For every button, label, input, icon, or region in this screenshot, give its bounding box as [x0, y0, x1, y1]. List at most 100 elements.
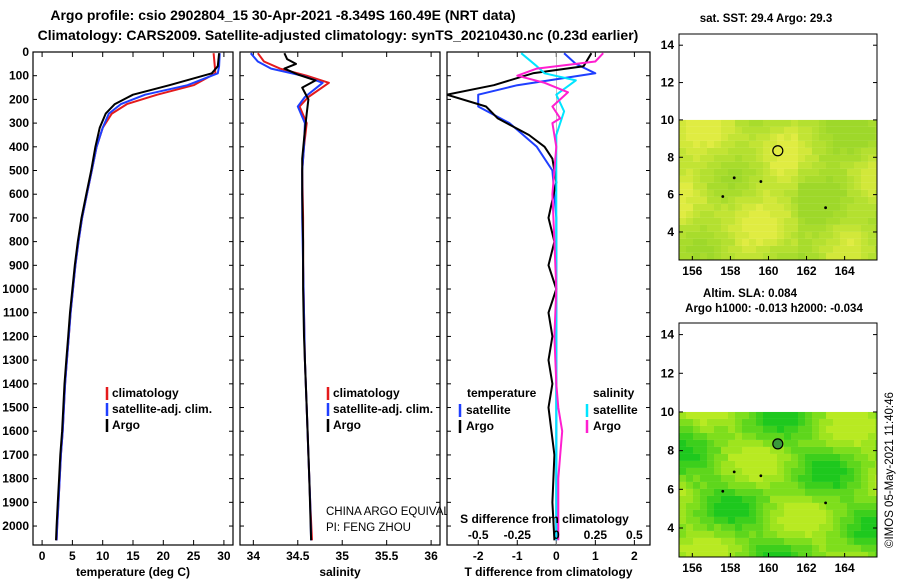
- field-cell: [721, 133, 728, 141]
- field-cell: [784, 530, 791, 538]
- field-cell: [714, 140, 721, 148]
- field-cell: [742, 537, 749, 545]
- field-cell: [707, 168, 714, 176]
- field-cell: [693, 551, 700, 557]
- x-tick-label: 34: [247, 549, 261, 563]
- field-cell: [714, 189, 721, 197]
- field-cell: [854, 182, 861, 190]
- field-cell: [791, 530, 798, 538]
- field-cell: [833, 147, 840, 155]
- field-cell: [735, 411, 742, 419]
- field-cell: [819, 418, 826, 426]
- island-marker: [824, 501, 827, 505]
- field-cell: [700, 474, 707, 482]
- field-cell: [770, 488, 777, 496]
- field-cell: [679, 467, 686, 475]
- field-cell: [721, 147, 728, 155]
- field-cell: [861, 217, 868, 225]
- field-cell: [861, 119, 868, 127]
- field-cell: [686, 418, 693, 426]
- field-cell: [742, 467, 749, 475]
- field-cell: [714, 544, 721, 552]
- field-cell: [714, 530, 721, 538]
- field-cell: [777, 217, 784, 225]
- field-cell: [749, 411, 756, 419]
- field-cell: [819, 523, 826, 531]
- x-tick-label: 20: [157, 549, 171, 563]
- field-cell: [840, 252, 847, 260]
- field-cell: [805, 446, 812, 454]
- field-cell: [679, 210, 686, 218]
- legend-label: Argo: [466, 419, 494, 433]
- field-cell: [707, 467, 714, 475]
- field-cell: [763, 530, 770, 538]
- field-cell: [819, 530, 826, 538]
- field-cell: [686, 210, 693, 218]
- field-cell: [840, 161, 847, 169]
- y-tick-label: 100: [9, 69, 29, 83]
- field-cell: [868, 168, 875, 176]
- field-cell: [854, 516, 861, 524]
- field-cell: [812, 140, 819, 148]
- field-cell: [819, 217, 826, 225]
- s-difference-tick-label: 0.5: [626, 528, 643, 542]
- y-tick-label: 400: [9, 140, 29, 154]
- y-tick-label: 2000: [2, 519, 29, 533]
- field-cell: [686, 551, 693, 557]
- x-tick-label: 1: [592, 549, 599, 563]
- field-cell: [721, 432, 728, 440]
- field-cell: [840, 203, 847, 211]
- field-cell: [861, 252, 868, 260]
- field-cell: [840, 495, 847, 503]
- field-cell: [791, 488, 798, 496]
- field-cell: [749, 182, 756, 190]
- field-cell: [777, 467, 784, 475]
- field-cell: [679, 231, 686, 239]
- field-cell: [707, 460, 714, 468]
- field-cell: [735, 252, 742, 260]
- field-cell: [805, 523, 812, 531]
- field-cell: [819, 238, 826, 246]
- field-cell: [742, 474, 749, 482]
- field-cell: [700, 425, 707, 433]
- field-cell: [777, 168, 784, 176]
- field-cell: [854, 196, 861, 204]
- sst-map-title: sat. SST: 29.4 Argo: 29.3: [700, 13, 833, 25]
- field-cell: [840, 133, 847, 141]
- field-cell: [861, 238, 868, 246]
- field-cell: [805, 411, 812, 419]
- field-cell: [686, 161, 693, 169]
- field-cell: [840, 196, 847, 204]
- plot-layer: 0100200300400500600700800900100011001200…: [2, 13, 878, 579]
- field-cell: [805, 203, 812, 211]
- field-cell: [826, 231, 833, 239]
- field-cell: [868, 488, 875, 496]
- field-cell: [721, 203, 728, 211]
- field-cell: [854, 425, 861, 433]
- legend-label: satellite-adj. clim.: [112, 402, 212, 416]
- field-cell: [693, 168, 700, 176]
- field-cell: [693, 432, 700, 440]
- field-cell: [707, 203, 714, 211]
- field-cell: [728, 439, 735, 447]
- field-cell: [833, 224, 840, 232]
- field-cell: [819, 516, 826, 524]
- field-cell: [833, 252, 840, 260]
- field-cell: [735, 119, 742, 127]
- field-cell: [721, 488, 728, 496]
- field-cell: [714, 516, 721, 524]
- field-cell: [686, 502, 693, 510]
- field-cell: [777, 252, 784, 260]
- field-cell: [707, 161, 714, 169]
- field-cell: [784, 502, 791, 510]
- field-cell: [784, 537, 791, 545]
- field-cell: [679, 238, 686, 246]
- field-cell: [686, 544, 693, 552]
- legend-title-temperature: temperature: [467, 386, 537, 400]
- field-cell: [805, 238, 812, 246]
- field-cell: [735, 495, 742, 503]
- field-cell: [756, 488, 763, 496]
- field-cell: [819, 502, 826, 510]
- field-cell: [763, 252, 770, 260]
- field-cell: [784, 140, 791, 148]
